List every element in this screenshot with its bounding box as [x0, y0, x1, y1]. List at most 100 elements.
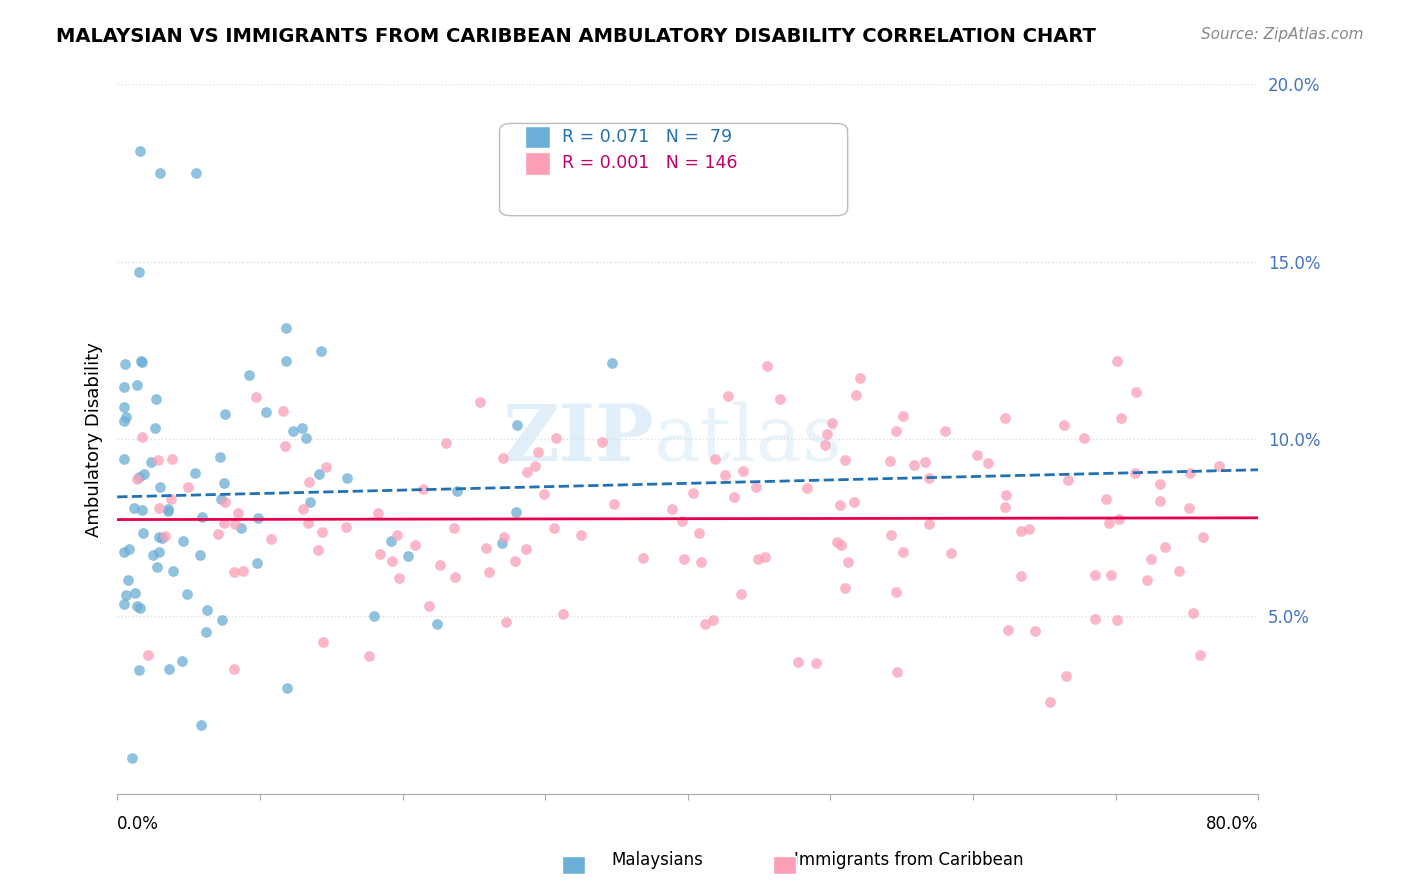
Point	[404, 538, 426, 552]
Point	[804, 657, 827, 671]
Point	[245, 390, 267, 404]
Point	[546, 431, 568, 445]
Point	[222, 662, 245, 676]
Point	[884, 584, 907, 599]
Point	[254, 405, 277, 419]
Point	[309, 343, 332, 358]
Point	[232, 565, 254, 579]
Point	[212, 516, 235, 531]
Point	[845, 388, 868, 402]
Point	[311, 524, 333, 539]
Point	[184, 166, 207, 180]
Point	[704, 452, 727, 467]
Point	[891, 545, 914, 559]
Point	[160, 491, 183, 506]
Point	[260, 532, 283, 546]
Point	[814, 438, 837, 452]
Point	[468, 395, 491, 409]
Point	[533, 487, 555, 501]
Point	[129, 601, 152, 615]
Point	[142, 548, 165, 562]
Point	[754, 549, 776, 564]
Point	[312, 635, 335, 649]
Point	[478, 565, 501, 579]
Y-axis label: Ambulatory Disability: Ambulatory Disability	[86, 342, 103, 537]
Point	[188, 549, 211, 563]
Point	[131, 430, 153, 444]
Point	[786, 656, 808, 670]
Point	[134, 467, 156, 481]
Point	[157, 662, 180, 676]
Point	[149, 480, 172, 494]
Point	[918, 471, 941, 485]
Point	[124, 501, 146, 516]
Point	[524, 458, 547, 473]
Point	[1095, 491, 1118, 506]
Point	[837, 555, 859, 569]
Point	[224, 566, 246, 580]
Point	[141, 455, 163, 469]
Point	[294, 432, 316, 446]
Point	[993, 410, 1015, 425]
Point	[914, 455, 936, 469]
Point	[131, 355, 153, 369]
Point	[145, 392, 167, 406]
Point	[162, 451, 184, 466]
Point	[212, 475, 235, 490]
Point	[661, 502, 683, 516]
Point	[388, 571, 411, 585]
Point	[689, 555, 711, 569]
Point	[124, 585, 146, 599]
Point	[112, 414, 135, 428]
Point	[131, 502, 153, 516]
Point	[396, 549, 419, 563]
Point	[1010, 524, 1032, 539]
Point	[112, 452, 135, 467]
Point	[246, 511, 269, 525]
Point	[880, 528, 903, 542]
Point	[211, 614, 233, 628]
Point	[246, 556, 269, 570]
Point	[830, 498, 852, 512]
Point	[184, 467, 207, 481]
Point	[834, 581, 856, 595]
Point	[1168, 564, 1191, 578]
Point	[733, 464, 755, 478]
Point	[1018, 522, 1040, 536]
Point	[209, 492, 232, 507]
Point	[796, 481, 818, 495]
Point	[1149, 477, 1171, 491]
Point	[886, 665, 908, 680]
Point	[381, 554, 404, 568]
Point	[825, 535, 848, 549]
Point	[834, 453, 856, 467]
Point	[385, 528, 408, 542]
Point	[602, 497, 624, 511]
Point	[1105, 613, 1128, 627]
Point	[849, 371, 872, 385]
Point	[714, 468, 737, 483]
Point	[128, 663, 150, 677]
Point	[631, 551, 654, 566]
Point	[1109, 411, 1132, 425]
Point	[1084, 611, 1107, 625]
Text: atlas: atlas	[654, 401, 842, 477]
Text: Source: ZipAtlas.com: Source: ZipAtlas.com	[1201, 27, 1364, 42]
Point	[1108, 512, 1130, 526]
Point	[150, 531, 173, 545]
Point	[747, 551, 769, 566]
Point	[238, 368, 260, 382]
Point	[506, 418, 529, 433]
Point	[112, 597, 135, 611]
Point	[491, 536, 513, 550]
Point	[446, 484, 468, 499]
Point	[966, 448, 988, 462]
Point	[145, 560, 167, 574]
Point	[114, 357, 136, 371]
Point	[226, 506, 249, 520]
Text: 0.0%: 0.0%	[117, 815, 159, 833]
Point	[176, 587, 198, 601]
Point	[308, 467, 330, 481]
Point	[1098, 516, 1121, 530]
Point	[515, 542, 537, 557]
